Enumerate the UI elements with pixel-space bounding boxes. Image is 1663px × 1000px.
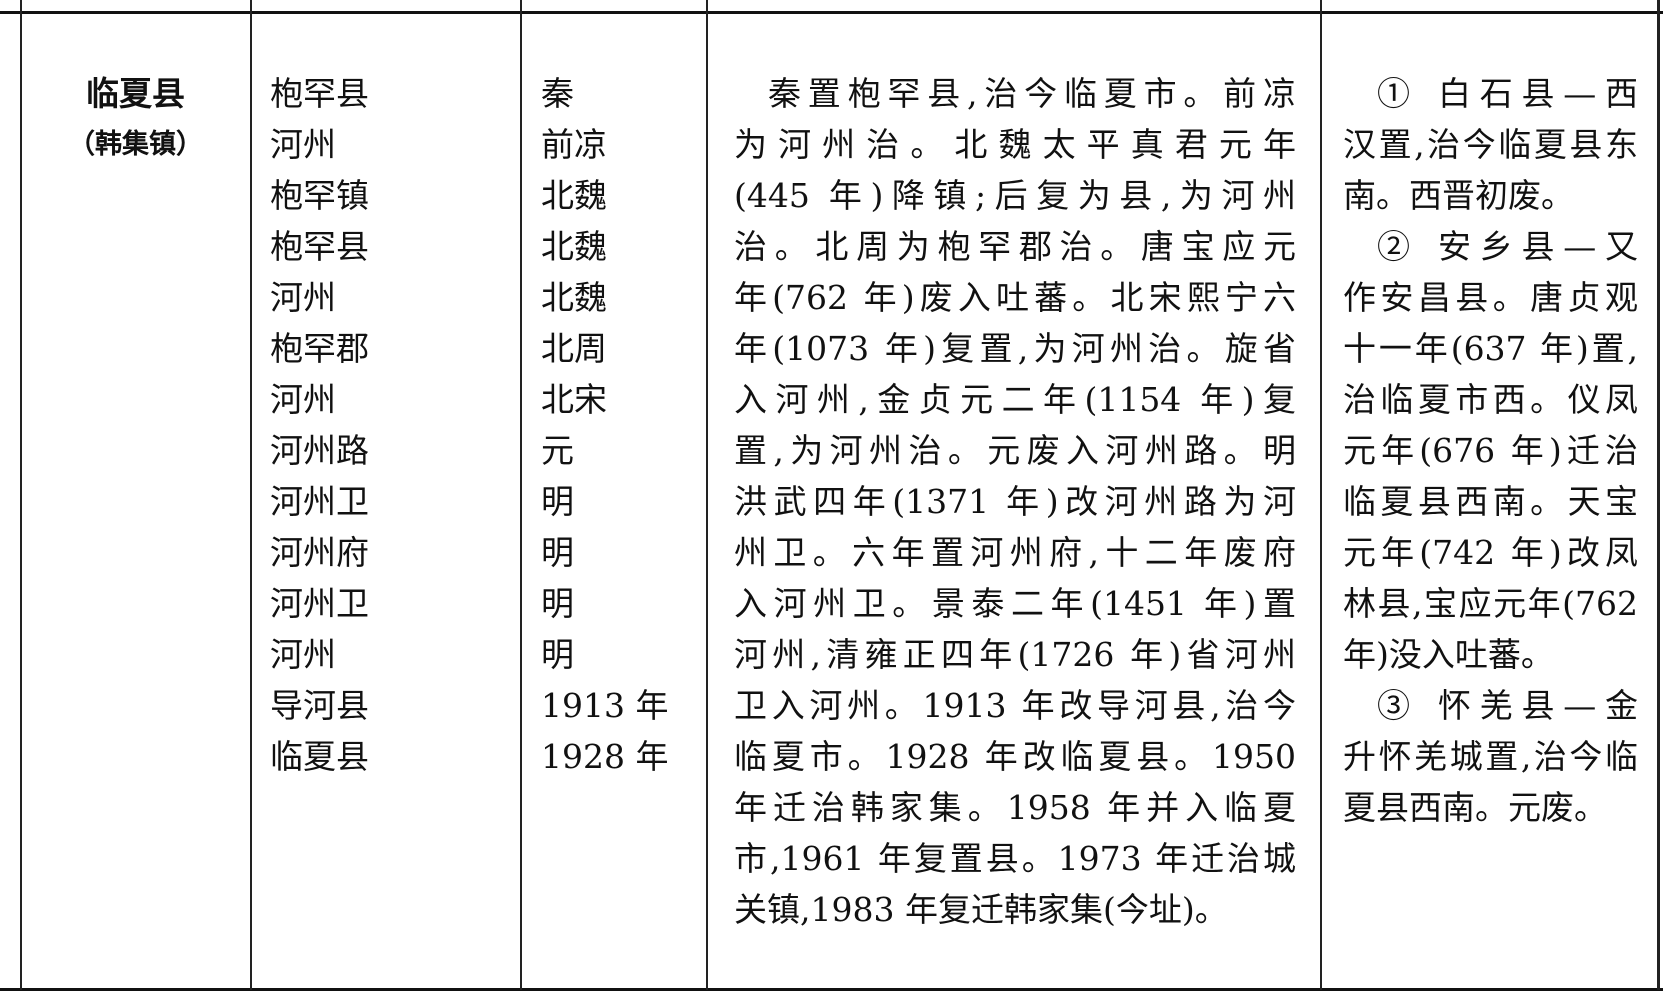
column-divider xyxy=(20,0,22,990)
history-text-line: 洪武四年(1371 年)改河州路为河 xyxy=(734,482,1296,521)
historical-name: 河州 xyxy=(270,635,336,674)
note-text-line: 十一年(637 年)置, xyxy=(1343,329,1638,368)
history-text-line: 关镇,1983 年复迁韩家集(今址)。 xyxy=(734,890,1228,929)
note-text-line: 年)没入吐蕃。 xyxy=(1343,635,1554,674)
historical-name: 枹罕县 xyxy=(270,227,369,266)
history-text-line: 入河州卫。景泰二年(1451 年)置 xyxy=(734,584,1296,623)
period: 北周 xyxy=(541,329,607,368)
history-text-line: 州卫。六年置河州府,十二年废府 xyxy=(734,533,1296,572)
note-text-line: 汉置,治今临夏县东 xyxy=(1343,125,1638,164)
note-text-line: 元年(742 年)改凤 xyxy=(1343,533,1638,572)
historical-name: 枹罕郡 xyxy=(270,329,369,368)
historical-name: 枹罕镇 xyxy=(270,176,369,215)
history-text-line: 市,1961 年复置县。1973 年迁治城 xyxy=(734,839,1296,878)
note-text-line: ② 安乡县—又 xyxy=(1377,227,1638,266)
note-text-line: 升怀羌城置,治今临 xyxy=(1343,737,1638,776)
history-text-line: 治。北周为枹罕郡治。唐宝应元 xyxy=(734,227,1296,266)
historical-name: 河州卫 xyxy=(270,584,369,623)
historical-name: 河州 xyxy=(270,380,336,419)
column-divider xyxy=(250,0,252,990)
county-seat: （韩集镇） xyxy=(68,129,203,160)
period: 北魏 xyxy=(541,176,607,215)
column-divider xyxy=(1320,0,1322,990)
history-text-line: 卫入河州。1913 年改导河县,治今 xyxy=(734,686,1296,725)
periods-cell: 秦前凉 北魏 北魏 北魏 北周 北宋元明明明明 1913 年 1928 年 xyxy=(541,68,668,782)
county-cell: 临夏县 （韩集镇） xyxy=(21,68,250,170)
history-text-line: 临夏市。1928 年改临夏县。1950 xyxy=(734,737,1296,776)
historical-name: 河州路 xyxy=(270,431,369,470)
note-text-line: 临夏县西南。天宝 xyxy=(1343,482,1638,521)
historical-name: 河州府 xyxy=(270,533,369,572)
period: 北魏 xyxy=(541,278,607,317)
period: 秦 xyxy=(541,74,574,113)
historical-name: 临夏县 xyxy=(270,737,369,776)
historical-name: 河州 xyxy=(270,278,336,317)
history-text-line: 入河州,金贞元二年(1154 年)复 xyxy=(734,380,1296,419)
period: 1913 年 xyxy=(541,686,669,725)
period: 明 xyxy=(541,533,574,572)
period: 明 xyxy=(541,584,574,623)
history-text-line: 年迁治韩家集。1958 年并入临夏 xyxy=(734,788,1296,827)
period: 北宋 xyxy=(541,380,607,419)
historical-name: 河州卫 xyxy=(270,482,369,521)
history-text-line: 年(1073 年)复置,为河州治。旋省 xyxy=(734,329,1296,368)
table-top-rule xyxy=(0,11,1663,14)
column-divider xyxy=(1657,0,1660,990)
history-text-line: 置,为河州治。元废入河州路。明 xyxy=(734,431,1296,470)
history-text-line: 河州,清雍正四年(1726 年)省河州 xyxy=(734,635,1296,674)
note-text-line: 治临夏市西。仪凤 xyxy=(1343,380,1638,419)
historical-name: 枹罕县 xyxy=(270,74,369,113)
note-text-line: 作安昌县。唐贞观 xyxy=(1343,278,1638,317)
history-text-line: (445 年)降镇;后复为县,为河州 xyxy=(734,176,1296,215)
historical-names-cell: 枹罕县 河州 枹罕镇 枹罕县 河州 枹罕郡 河州 河州路 河州卫 河州府 河州卫 河州 导河县 临夏县 xyxy=(270,68,369,782)
history-text-line: 年(762 年)废入吐蕃。北宋熙宁六 xyxy=(734,278,1296,317)
history-text-line: 秦置枹罕县,治今临夏市。前凉 xyxy=(768,74,1296,113)
county-name: 临夏县 xyxy=(86,74,185,113)
note-text-line: 元年(676 年)迁治 xyxy=(1343,431,1638,470)
column-divider xyxy=(706,0,708,990)
table-bottom-rule xyxy=(0,988,1663,991)
note-text-line: 南。西晋初废。 xyxy=(1343,176,1574,215)
note-text-line: 林县,宝应元年(762 xyxy=(1343,584,1638,623)
period: 明 xyxy=(541,635,574,674)
period: 前凉 xyxy=(541,125,607,164)
note-text-line: 夏县西南。元废。 xyxy=(1343,788,1607,827)
note-text-line: ③ 怀羌县—金 xyxy=(1377,686,1638,725)
notes-cell: ① 白石县—西汉置,治今临夏县东 南。西晋初废。 ② 安乡县—又作安昌县。唐贞观 十一… xyxy=(1343,68,1638,833)
historical-name: 河州 xyxy=(270,125,336,164)
historical-name: 导河县 xyxy=(270,686,369,725)
note-text-line: ① 白石县—西 xyxy=(1377,74,1638,113)
period: 1928 年 xyxy=(541,737,669,776)
period: 明 xyxy=(541,482,574,521)
history-text-line: 为河州治。北魏太平真君元年 xyxy=(734,125,1296,164)
period: 元 xyxy=(541,431,574,470)
period: 北魏 xyxy=(541,227,607,266)
history-cell: 秦置枹罕县,治今临夏市。前凉为河州治。北魏太平真君元年 (445 年)降镇;后复为… xyxy=(734,68,1296,935)
column-divider xyxy=(520,0,522,990)
